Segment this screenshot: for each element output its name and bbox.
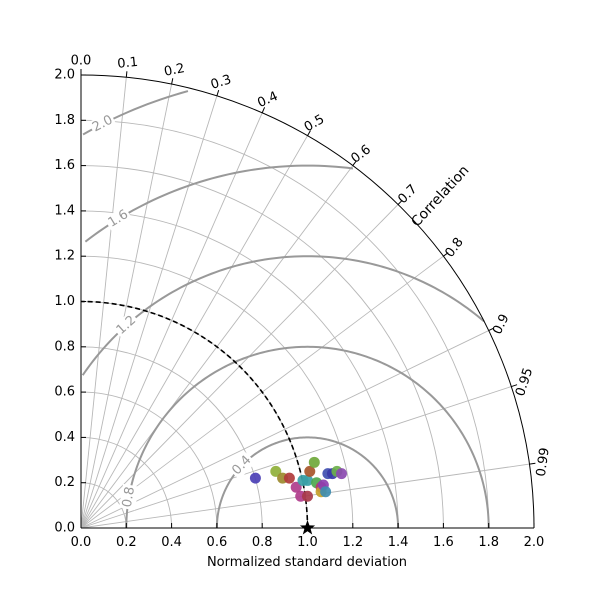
rms-contours: 0.40.81.21.62.0 <box>81 90 490 529</box>
data-point <box>302 474 313 486</box>
rms-contour-label: 0.8 <box>120 486 138 509</box>
correlation-tick <box>307 130 311 136</box>
std-grid-arc <box>80 210 399 529</box>
std-grid-arc <box>80 346 263 529</box>
y-tick-label: 0.4 <box>54 430 75 445</box>
data-point <box>308 456 320 468</box>
rms-label-background <box>227 451 257 480</box>
y-tick-label: 1.0 <box>54 294 75 309</box>
correlation-tick-label: 0.1 <box>117 55 139 72</box>
data-point <box>290 481 302 493</box>
data-point <box>304 465 316 477</box>
y-tick-label: 0.0 <box>54 521 75 536</box>
correlation-tick <box>488 327 495 331</box>
correlation-tick-label: 0.0 <box>71 54 92 69</box>
rms-contour <box>84 164 354 243</box>
y-tick-label: 0.2 <box>54 475 75 490</box>
rms-contour <box>125 345 490 529</box>
std-grid-arc <box>80 119 490 529</box>
x-tick-label: 2.0 <box>524 535 545 550</box>
correlation-grid-line <box>80 95 218 529</box>
correlation-tick-label: 0.9 <box>490 312 513 337</box>
correlation-tick-label: 0.5 <box>302 112 327 135</box>
y-tick-label: 2.0 <box>54 68 75 83</box>
x-tick-label: 1.4 <box>388 535 409 550</box>
correlation-tick-label: 0.95 <box>513 366 536 398</box>
data-points <box>249 456 347 502</box>
correlation-tick-label: 0.2 <box>163 61 186 80</box>
correlation-tick-label: 0.8 <box>442 235 466 261</box>
data-point <box>249 472 261 484</box>
rms-label-background <box>103 205 133 232</box>
correlation-tick <box>261 107 266 114</box>
x-tick-label: 0.6 <box>207 535 228 550</box>
x-tick-label: 0.0 <box>71 535 92 550</box>
correlation-grid-line <box>80 112 263 529</box>
axis-ticks: 0.0 0.1 0.20.30.40.50.60.70.80.90.950.990.… <box>54 54 552 551</box>
plot-frame <box>80 74 535 529</box>
correlation-tick <box>397 199 403 205</box>
y-tick-label: 0.8 <box>54 339 75 354</box>
data-point <box>283 472 295 484</box>
outer-arc <box>80 74 535 529</box>
correlation-tick-label: 0.3 <box>209 72 233 93</box>
correlation-tick-label: 0.4 <box>255 89 280 111</box>
correlation-axis-label: Correlation <box>408 163 472 231</box>
std-grid-arc <box>80 391 218 529</box>
x-axis-label: Normalized standard deviation <box>207 555 407 570</box>
correlation-tick <box>352 160 357 166</box>
correlation-tick <box>529 462 536 465</box>
correlation-tick-label: 0.6 <box>348 142 374 166</box>
y-tick-label: 1.4 <box>54 203 75 218</box>
reference-star-marker <box>299 520 316 535</box>
reference-point <box>299 520 316 535</box>
x-tick-label: 0.2 <box>116 535 137 550</box>
std-grid-arc <box>80 255 354 529</box>
data-point <box>302 490 313 502</box>
correlation-grid-line <box>80 135 308 529</box>
x-tick-label: 0.8 <box>252 535 273 550</box>
correlation-tick <box>216 89 220 97</box>
correlation-tick <box>511 384 518 388</box>
correlation-tick-label: 0.99 <box>534 447 553 478</box>
rms-label-background <box>112 311 141 340</box>
data-point <box>320 486 332 498</box>
y-tick-label: 1.2 <box>54 249 75 264</box>
rms-label-background <box>119 483 139 511</box>
std-grid-arc <box>80 165 444 529</box>
x-tick-label: 1.6 <box>433 535 454 550</box>
rms-contour <box>215 436 400 529</box>
data-point <box>270 465 282 477</box>
correlation-grid-line <box>80 84 173 529</box>
y-tick-label: 0.6 <box>54 385 75 400</box>
correlation-tick <box>443 252 449 257</box>
rms-label-background <box>88 111 117 137</box>
correlation-tick <box>171 78 174 85</box>
data-point <box>335 468 347 480</box>
correlation-grid-line <box>80 386 512 529</box>
y-tick-label: 1.6 <box>54 158 75 173</box>
std-grid-arc <box>80 482 127 529</box>
x-tick-label: 1.8 <box>478 535 499 550</box>
x-tick-label: 1.2 <box>342 535 363 550</box>
y-tick-label: 1.8 <box>54 113 75 128</box>
grid-lines <box>80 75 530 529</box>
correlation-grid-line <box>80 330 489 529</box>
x-tick-label: 1.0 <box>297 535 318 550</box>
correlation-tick <box>125 71 128 78</box>
x-tick-label: 0.4 <box>161 535 182 550</box>
